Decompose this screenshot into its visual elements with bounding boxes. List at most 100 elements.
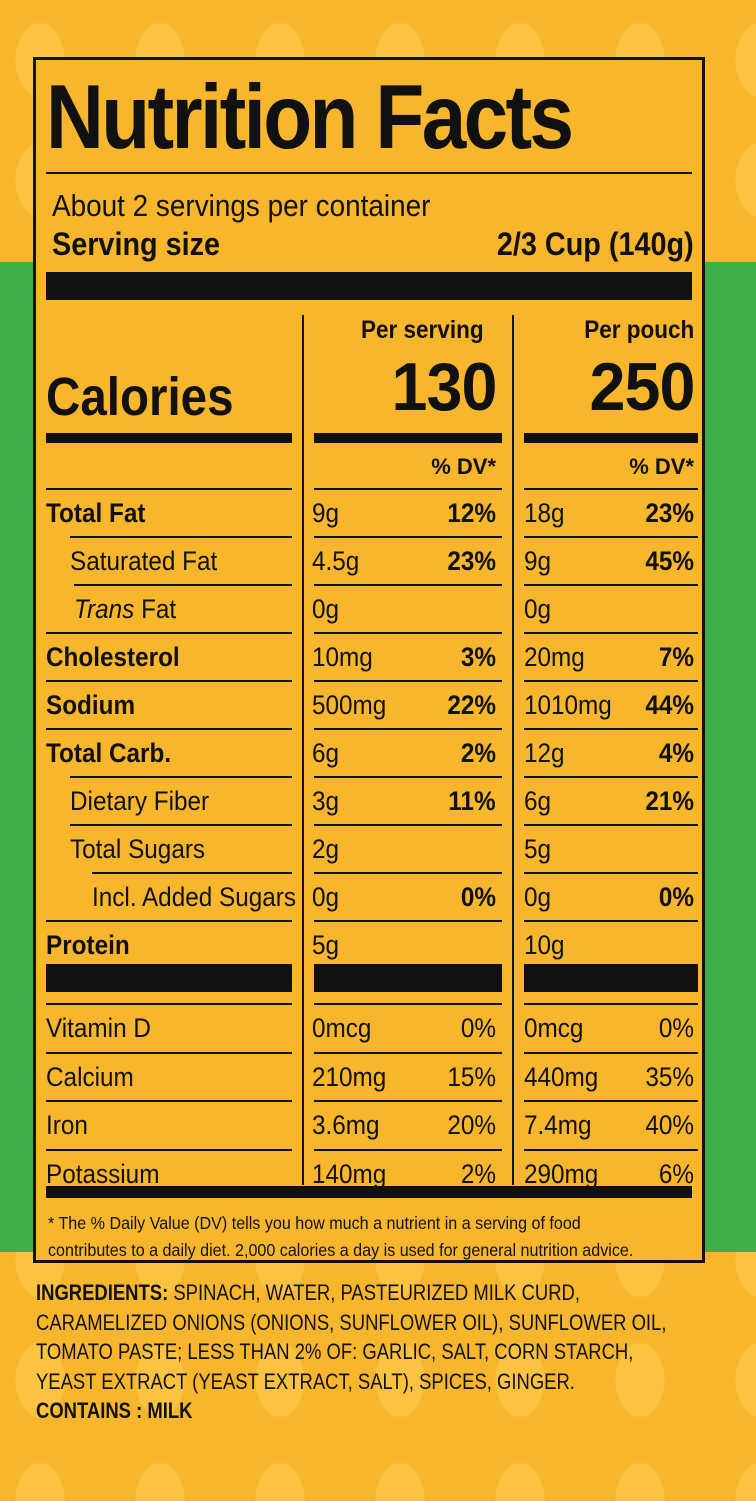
pouch-amount: 12g (524, 738, 565, 768)
ingredients-block: INGREDIENTS: SPINACH, WATER, PASTEURIZED… (36, 1278, 692, 1426)
row-separator (314, 1100, 502, 1102)
serving-amount: 4.5g (312, 546, 360, 576)
nutrient-row: Saturated Fat 4.5g 23% 9g 45% (36, 538, 702, 586)
daily-value-footnote: * The % Daily Value (DV) tells you how m… (48, 1213, 634, 1260)
row-separator (46, 680, 292, 682)
pouch-dv: 45% (645, 546, 694, 576)
pouch-dv: 21% (645, 786, 694, 816)
pouch-amount: 18g (524, 498, 565, 528)
nutrient-name: Saturated Fat (70, 546, 217, 577)
nutrient-row: Protein 5g 10g (36, 922, 702, 970)
thick-rule-cal-2 (314, 433, 502, 443)
pouch-amount: 20mg (524, 642, 585, 672)
nutrient-name: Iron (46, 1110, 88, 1141)
pouch-dv: 0% (658, 1013, 694, 1043)
row-separator (74, 584, 292, 586)
nutrient-row: Total Carb. 6g 2% 12g 4% (36, 730, 702, 778)
serving-dv: 22% (447, 690, 496, 720)
col-divider-2 (512, 315, 514, 1185)
nutrient-name-text: Cholesterol (46, 642, 180, 672)
row-separator (46, 632, 292, 634)
row-separator (524, 1100, 698, 1102)
row-separator (314, 1051, 502, 1054)
thick-rule-cal-3 (524, 433, 698, 443)
nutrient-row: Potassium 140mg 2% 290mg 6% (36, 1151, 702, 1199)
row-separator (314, 536, 502, 538)
pouch-amount: 1010mg (524, 690, 612, 720)
thick-rule-vit-3 (524, 964, 698, 992)
serving-dv: 11% (448, 786, 496, 816)
nutrient-name: Total Fat (46, 498, 145, 529)
nutrient-row: Total Sugars 2g 5g (36, 826, 702, 874)
pouch-dv: 7% (658, 642, 694, 672)
pouch-dv: 44% (645, 690, 694, 720)
row-separator (524, 920, 698, 922)
row-separator (524, 1051, 698, 1054)
serving-dv: 15% (447, 1061, 496, 1092)
col-divider-1 (302, 315, 304, 1185)
nutrient-name-text: Sodium (46, 690, 136, 720)
pouch-dv: 6% (658, 1158, 694, 1189)
nutrient-name: Dietary Fiber (70, 786, 209, 817)
pouch-dv: 23% (645, 498, 694, 528)
calories-per-serving: 130 (391, 349, 497, 425)
ingredients-label: INGREDIENTS: (36, 1280, 169, 1305)
row-separator (314, 872, 502, 874)
row-separator (46, 920, 292, 922)
row-separator (524, 488, 698, 490)
nutrient-name: Calcium (46, 1062, 134, 1093)
pouch-amount: 5g (524, 834, 552, 864)
nutrient-name-text: Total Sugars (70, 834, 206, 864)
row-separator (524, 728, 698, 730)
nutrition-facts-panel: Nutrition Facts About 2 servings per con… (33, 57, 705, 1263)
calories-label: Calories (46, 367, 234, 427)
nutrient-row: Incl. Added Sugars 0g 0% 0g 0% (36, 874, 702, 922)
serving-amount: 210mg (312, 1061, 387, 1092)
nutrient-name: Cholesterol (46, 642, 180, 673)
row-separator (524, 1148, 698, 1151)
nutrient-row: Trans Fat 0g 0g (36, 586, 702, 634)
pouch-dv: 4% (658, 738, 694, 768)
nutrient-name-text: Vitamin D (46, 1013, 151, 1043)
serving-amount: 6g (312, 738, 340, 768)
row-separator (524, 632, 698, 634)
row-separator (70, 824, 292, 826)
dv-header-serving: % DV* (431, 454, 496, 479)
row-separator (46, 1148, 292, 1151)
serving-amount: 140mg (312, 1158, 387, 1189)
row-separator (524, 584, 698, 586)
pouch-dv: 40% (645, 1110, 694, 1140)
serving-amount: 10mg (312, 642, 373, 672)
nutrient-name-text: Calcium (46, 1061, 134, 1092)
nutrient-name: Sodium (46, 690, 135, 721)
row-separator (314, 680, 502, 682)
nutrient-row: Dietary Fiber 3g 11% 6g 21% (36, 778, 702, 826)
row-separator (70, 536, 292, 538)
pouch-dv: 35% (645, 1061, 694, 1092)
row-separator (314, 584, 502, 586)
nutrient-name: Protein (46, 930, 130, 961)
row-separator (314, 488, 502, 490)
nutrient-name-text: Total Carb. (46, 738, 172, 768)
pouch-amount: 6g (524, 786, 552, 816)
serving-amount: 3.6mg (312, 1110, 380, 1140)
serving-dv: 2% (460, 1158, 496, 1189)
pouch-amount: 440mg (524, 1061, 599, 1092)
row-separator (46, 1003, 292, 1005)
serving-dv: 20% (447, 1110, 496, 1140)
row-separator (524, 776, 698, 778)
row-separator (524, 680, 698, 682)
row-separator (46, 728, 292, 730)
row-separator (46, 488, 292, 490)
nutrient-name-text: Saturated Fat (70, 546, 218, 576)
ingredients-text: SPINACH, WATER, PASTEURIZED MILK CURD, C… (36, 1280, 667, 1394)
nutrient-name: Vitamin D (46, 1013, 151, 1044)
contains-statement: CONTAINS : MILK (36, 1398, 193, 1423)
pouch-amount: 9g (524, 546, 552, 576)
serving-dv: 3% (460, 642, 496, 672)
nutrient-name-text: Iron (46, 1110, 88, 1140)
per-serving-header: Per serving (361, 316, 484, 344)
row-separator (46, 1100, 292, 1102)
nutrient-name: Total Carb. (46, 738, 171, 769)
serving-dv: 23% (447, 546, 496, 576)
